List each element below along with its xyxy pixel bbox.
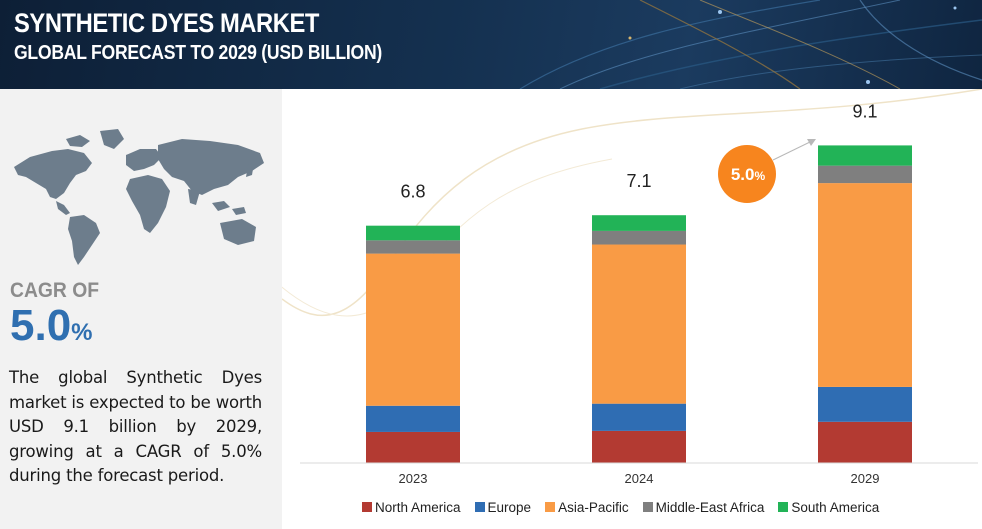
bar-segment-2023-north-america xyxy=(366,431,460,463)
legend-item: Europe xyxy=(474,499,532,515)
cagr-bubble-circle xyxy=(718,145,776,203)
cagr-arrow xyxy=(772,140,813,161)
header-banner: SYNTHETIC DYES MARKET GLOBAL FORECAST TO… xyxy=(0,0,982,89)
cagr-bubble-unit: % xyxy=(754,169,765,183)
total-value-label: 7.1 xyxy=(626,171,651,191)
cagr-bubble-value: 5.0 xyxy=(731,165,755,184)
legend-label: North America xyxy=(375,499,461,515)
total-labels: 6.8 7.1 9.1 xyxy=(400,101,877,201)
page-subtitle: GLOBAL FORECAST TO 2029 (USD BILLION) xyxy=(14,42,383,64)
bar-segment-2024-south-america xyxy=(592,215,686,231)
total-value-label: 9.1 xyxy=(852,101,877,121)
bar-segment-2029-asia-pacific xyxy=(818,183,912,387)
chart-legend: North America Europe Asia-Pacific Middle-Ea… xyxy=(362,498,879,516)
bar-segment-2023-middle-east-africa xyxy=(366,240,460,254)
bar-segment-2024-asia-pacific xyxy=(592,244,686,404)
legend-swatch xyxy=(642,502,653,512)
header-decoration xyxy=(519,0,982,89)
legend-swatch xyxy=(362,502,372,512)
x-tick-label: 2023 xyxy=(399,471,428,486)
bar-segment-2029-europe xyxy=(818,386,912,422)
legend-item: Middle-East Africa xyxy=(642,499,765,515)
total-value-label: 6.8 xyxy=(400,182,425,202)
market-description: The global Synthetic Dyes market is expe… xyxy=(9,368,262,485)
legend-label: South America xyxy=(791,499,880,515)
legend-swatch xyxy=(545,502,556,512)
legend-swatch xyxy=(778,502,789,512)
cagr-unit: % xyxy=(71,319,93,346)
bar-segment-2024-north-america xyxy=(592,430,686,463)
bar-segment-2023-south-america xyxy=(366,225,460,241)
cagr-bubble-text: 5.0% xyxy=(731,165,766,184)
legend-swatch xyxy=(474,502,485,512)
cagr-value: 5.0% xyxy=(10,301,93,351)
legend-item: North America xyxy=(362,500,461,515)
cagr-number: 5.0 xyxy=(10,301,72,350)
bar-segment-2029-south-america xyxy=(818,145,912,166)
bar-segment-2024-middle-east-africa xyxy=(592,230,686,245)
bar-segment-2023-europe xyxy=(366,405,460,432)
bars-group xyxy=(366,145,912,463)
legend-label: Europe xyxy=(487,499,532,515)
cagr-arrowhead xyxy=(807,139,816,146)
world-map-icon xyxy=(14,129,264,265)
cagr-bubble: 5.0% xyxy=(718,145,776,203)
cagr-label: CAGR OF xyxy=(10,279,100,302)
bar-segment-2029-north-america xyxy=(818,421,912,463)
stacked-bar-chart: 2023 2024 2029 6.8 7.1 9.1 5.0% xyxy=(282,89,982,486)
legend-item: Asia-Pacific xyxy=(545,500,629,515)
bar-segment-2029-middle-east-africa xyxy=(818,165,912,184)
bar-segment-2023-asia-pacific xyxy=(366,253,460,406)
x-tick-labels: 2023 2024 2029 xyxy=(399,471,880,486)
legend-label: Middle-East Africa xyxy=(655,499,765,515)
page-title: SYNTHETIC DYES MARKET xyxy=(14,8,319,38)
x-tick-label: 2024 xyxy=(625,471,654,486)
bar-segment-2024-europe xyxy=(592,403,686,431)
background-swoosh xyxy=(282,89,982,317)
legend-label: Asia-Pacific xyxy=(558,499,629,515)
summary-panel: CAGR OF 5.0% The global Synthetic Dyes m… xyxy=(0,89,282,529)
x-tick-label: 2029 xyxy=(851,471,880,486)
legend-item: South America xyxy=(778,500,879,515)
